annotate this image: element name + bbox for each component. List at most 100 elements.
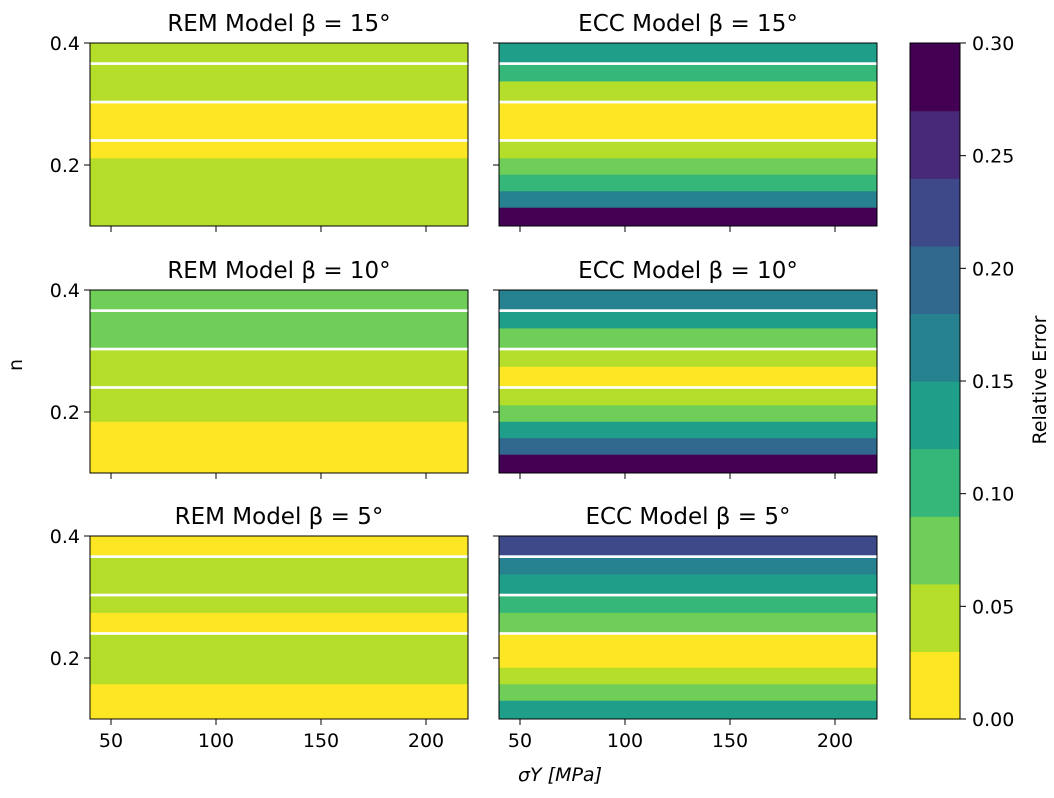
contour-band [90, 350, 468, 370]
colorbar-label: Relative Error [1029, 315, 1051, 444]
contour-band [90, 634, 468, 655]
colorbar-tick-label: 0.30 [972, 33, 1014, 55]
contour-band [499, 311, 877, 332]
contour-band [499, 350, 877, 370]
colorbar-tick-label: 0.25 [972, 146, 1014, 168]
contour-band [90, 596, 468, 616]
contour-band [499, 596, 877, 616]
contour-band [499, 103, 877, 123]
y-tick-label: 0.2 [50, 155, 80, 177]
x-axis-label: σY [MPa] [518, 764, 602, 786]
colorbar-tick-label: 0.20 [972, 258, 1014, 280]
contour-fill [90, 536, 468, 719]
x-tick-label: 150 [712, 730, 748, 752]
contour-fill [499, 536, 877, 719]
contour-band [499, 574, 877, 594]
contour-band [499, 667, 877, 688]
contour-band [499, 174, 877, 195]
colorbar-segment [910, 313, 960, 382]
contour-band [499, 438, 877, 458]
contour-band [499, 454, 877, 473]
y-axis-label: n [5, 359, 27, 371]
x-tick-label: 50 [508, 730, 532, 752]
contour-band [90, 405, 468, 425]
contour-band [499, 612, 877, 633]
x-tick-label: 150 [303, 730, 339, 752]
contour-band [499, 557, 877, 578]
x-tick-label: 100 [198, 730, 234, 752]
panel-title: ECC Model β = 10° [578, 258, 798, 284]
panel-title: REM Model β = 5° [175, 504, 384, 530]
y-tick-label: 0.2 [50, 648, 80, 670]
x-tick-label: 200 [408, 730, 444, 752]
contour-band [90, 574, 468, 594]
x-tick-label: 50 [99, 730, 123, 752]
axes-frame [498, 535, 878, 720]
colorbar-segment [910, 110, 960, 179]
colorbar-segment [910, 178, 960, 247]
contour-band [499, 634, 877, 655]
axes-frame [498, 42, 878, 227]
panel-5: REM Model β = 5° 50 100 150 200 0.2 0.4 [50, 504, 469, 752]
contour-band [90, 174, 468, 195]
contour-band [90, 366, 468, 387]
panel-4: ECC Model β = 10° [493, 258, 878, 479]
colorbar-tick-label: 0.15 [972, 371, 1014, 393]
contour-band [499, 81, 877, 101]
y-tick-label: 0.4 [50, 526, 80, 548]
colorbar-segment [910, 448, 960, 517]
contour-band [90, 667, 468, 688]
colorbar-segment [910, 43, 960, 112]
contour-band [499, 290, 877, 310]
x-tick-label: 100 [607, 730, 643, 752]
contour-band [499, 405, 877, 425]
panel-title: ECC Model β = 15° [578, 11, 798, 37]
axes-frame [89, 535, 469, 720]
contour-band [499, 191, 877, 211]
contour-band [90, 454, 468, 473]
contour-band [90, 43, 468, 63]
colorbar-tick-label: 0.10 [972, 484, 1014, 506]
contour-band [499, 651, 877, 671]
contour-band [90, 290, 468, 310]
contour-band [90, 81, 468, 101]
colorbar-tick-label: 0.05 [972, 596, 1014, 618]
contour-band [499, 536, 877, 556]
contour-fill [90, 290, 468, 473]
y-tick-label: 0.2 [50, 402, 80, 424]
contour-band [499, 207, 877, 226]
y-tick-label: 0.4 [50, 280, 80, 302]
contour-band [90, 536, 468, 556]
contour-fill [90, 43, 468, 226]
contour-band [90, 438, 468, 458]
contour-band [90, 64, 468, 85]
contour-band [499, 43, 877, 63]
contour-band [499, 158, 877, 178]
panel-title: REM Model β = 10° [167, 258, 390, 284]
contour-band [90, 557, 468, 578]
contour-band [499, 141, 877, 162]
contour-band [90, 119, 468, 140]
panel-1: REM Model β = 15° 0.2 0.4 [50, 11, 469, 232]
axes-frame [89, 42, 469, 227]
axes-frame [89, 289, 469, 474]
contour-band [499, 700, 877, 719]
panel-2: ECC Model β = 15° [493, 11, 878, 232]
contour-band [90, 158, 468, 178]
contour-fill [499, 290, 877, 473]
panel-6: ECC Model β = 5° 50 100 150 200 [493, 504, 878, 752]
colorbar-segment [910, 381, 960, 450]
panels-group: REM Model β = 15° 0.2 0.4 ECC Model β = 15°… [50, 11, 878, 752]
contour-band [90, 700, 468, 719]
contour-band [499, 328, 877, 348]
contour-band [499, 366, 877, 387]
contour-band [90, 328, 468, 348]
contour-band [90, 388, 468, 409]
colorbar-segment [910, 245, 960, 314]
colorbar-segment [910, 516, 960, 585]
contour-band [499, 119, 877, 140]
contour-band [499, 421, 877, 442]
contour-band [90, 191, 468, 211]
